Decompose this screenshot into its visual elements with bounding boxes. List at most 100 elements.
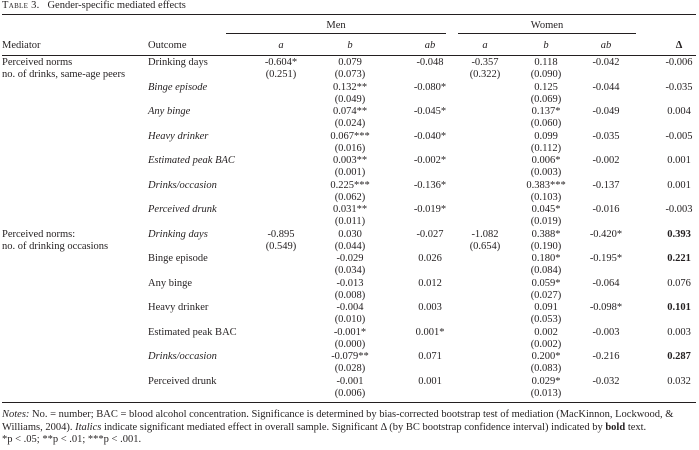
men-rule: [226, 33, 446, 34]
women-b-estimate: 0.137*: [531, 106, 561, 117]
men-b-estimate: 0.067***: [330, 130, 370, 142]
men-b-se: (0.028): [334, 363, 366, 374]
outcome-label: Drinking days: [148, 228, 208, 240]
delta-value: 0.004: [667, 106, 691, 117]
notes-text-1: No. = number; BAC = blood alcohol concen…: [2, 409, 674, 433]
men-ab-estimate: -0.136*: [413, 179, 447, 191]
women-b-estimate: 0.118: [534, 57, 558, 68]
women-b-estimate: 0.125: [534, 81, 558, 93]
men-ab-estimate: -0.027: [416, 228, 444, 240]
men-b-estimate: 0.225***: [330, 179, 370, 191]
table-notes: Notes: No. = number; BAC = blood alcohol…: [2, 409, 696, 447]
table-number: Table 3.: [2, 0, 40, 11]
outcome-label: Any binge: [148, 106, 191, 117]
women-b-estimate: 0.006*: [531, 155, 561, 166]
women-b-se: (0.103): [530, 191, 562, 203]
men-b-se: (0.049): [334, 93, 366, 105]
men-b-estimate: -0.013: [336, 277, 364, 289]
header-women-ab: ab: [600, 40, 612, 51]
men-b-se: (0.008): [334, 289, 366, 301]
outcome-label: Drinks/occasion: [148, 351, 217, 362]
women-ab-estimate: -0.064: [592, 277, 620, 289]
men-b-estimate: -0.001*: [333, 326, 367, 338]
delta-value: 0.221: [667, 253, 691, 264]
delta-value: 0.003: [667, 326, 691, 338]
women-ab-estimate: -0.420*: [589, 228, 623, 240]
notes-italics-word: Italics: [75, 421, 102, 433]
women-b-se: (0.013): [530, 387, 562, 399]
header-rule: [2, 55, 696, 56]
men-ab-estimate: -0.048: [416, 57, 444, 68]
header-men-ab: ab: [424, 40, 436, 51]
delta-value: 0.393: [667, 228, 691, 240]
women-a-se: (0.322): [469, 69, 501, 80]
mediator-label: Perceived norms:: [2, 228, 76, 240]
notes-significance: *p < .05; **p < .01; ***p < .001.: [2, 434, 142, 445]
women-ab-estimate: -0.002: [592, 155, 620, 166]
women-b-estimate: 0.180*: [531, 253, 561, 264]
men-b-se: (0.000): [334, 338, 366, 350]
delta-value: -0.035: [665, 81, 693, 93]
men-ab-estimate: 0.001*: [415, 326, 445, 338]
outcome-label: Binge episode: [148, 81, 208, 93]
women-ab-estimate: -0.042: [592, 57, 620, 68]
men-b-se: (0.010): [334, 314, 366, 325]
outcome-label: Drinks/occasion: [148, 179, 217, 191]
women-ab-estimate: -0.016: [592, 204, 620, 215]
bottom-rule: [2, 402, 696, 403]
header-men: Men: [326, 20, 346, 31]
women-b-estimate: 0.002: [534, 326, 558, 338]
header-women-a: a: [482, 40, 488, 51]
women-b-se: (0.003): [530, 167, 562, 178]
women-b-se: (0.027): [530, 289, 562, 301]
men-a-se: (0.549): [265, 240, 297, 252]
men-ab-estimate: -0.045*: [413, 106, 447, 117]
men-b-estimate: 0.132**: [332, 81, 368, 93]
header-men-a: a: [278, 40, 284, 51]
women-b-se: (0.069): [530, 93, 562, 105]
notes-text-3: text.: [625, 421, 647, 433]
men-b-estimate: 0.079: [338, 57, 362, 68]
men-a-estimate: -0.895: [267, 228, 295, 240]
women-b-se: (0.090): [530, 69, 562, 80]
women-b-se: (0.019): [530, 216, 562, 227]
women-b-estimate: 0.200*: [531, 351, 561, 362]
outcome-label: Perceived drunk: [148, 375, 217, 387]
delta-value: 0.001: [667, 179, 691, 191]
mediator-label: no. of drinking occasions: [2, 240, 109, 252]
outcome-label: Drinking days: [148, 57, 208, 68]
men-b-se: (0.006): [334, 387, 366, 399]
women-b-estimate: 0.091: [534, 302, 558, 313]
women-rule: [458, 33, 636, 34]
women-ab-estimate: -0.003: [592, 326, 620, 338]
men-ab-estimate: 0.012: [418, 277, 442, 289]
notes-label: Notes:: [2, 409, 30, 420]
men-ab-estimate: -0.002*: [413, 155, 447, 166]
top-rule: [2, 14, 696, 15]
header-women: Women: [530, 20, 564, 31]
men-b-estimate: 0.030: [338, 228, 362, 240]
outcome-label: Estimated peak BAC: [148, 155, 235, 166]
men-b-estimate: -0.001: [336, 375, 364, 387]
men-b-estimate: -0.029: [336, 253, 364, 264]
women-a-se: (0.654): [469, 240, 501, 252]
men-b-se: (0.062): [334, 191, 366, 203]
women-ab-estimate: -0.137: [592, 179, 620, 191]
delta-value: -0.006: [665, 57, 693, 68]
outcome-label: Binge episode: [148, 253, 208, 264]
women-b-se: (0.060): [530, 118, 562, 129]
women-ab-estimate: -0.195*: [589, 253, 623, 264]
women-b-estimate: 0.059*: [531, 277, 561, 289]
delta-value: 0.001: [667, 155, 691, 166]
outcome-label: Heavy drinker: [148, 302, 209, 313]
men-b-se: (0.011): [334, 216, 366, 227]
women-b-se: (0.112): [530, 142, 562, 154]
men-b-se: (0.001): [334, 167, 366, 178]
men-b-se: (0.016): [334, 142, 366, 154]
men-a-estimate: -0.604*: [264, 57, 298, 68]
outcome-label: Perceived drunk: [148, 204, 217, 215]
outcome-label: Heavy drinker: [148, 130, 209, 142]
men-ab-estimate: 0.001: [418, 375, 442, 387]
men-ab-estimate: 0.026: [418, 253, 442, 264]
